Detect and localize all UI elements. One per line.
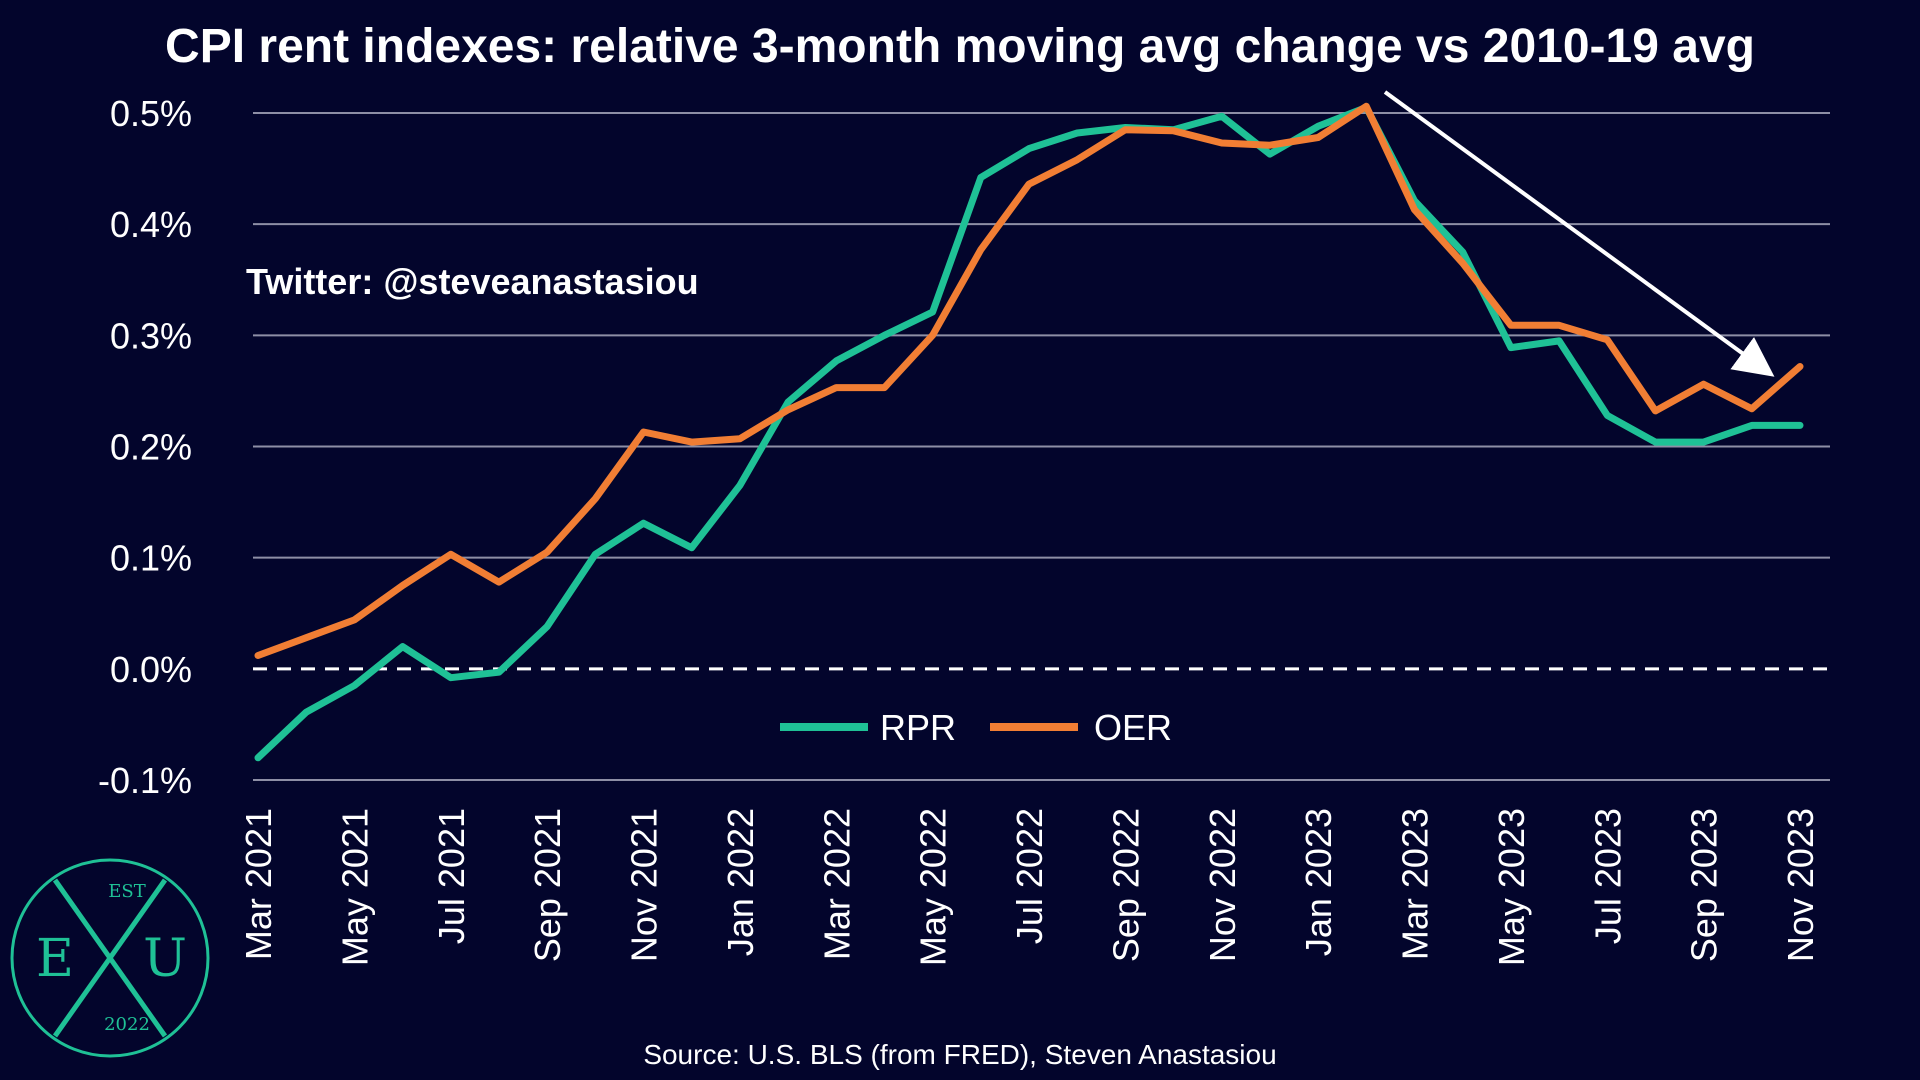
y-tick-label: 0.5% xyxy=(110,93,192,134)
x-tick-label: Jul 2021 xyxy=(431,808,472,944)
x-tick-label: Nov 2023 xyxy=(1780,808,1821,962)
x-tick-label: Nov 2021 xyxy=(624,808,665,962)
logo-letter-u: U xyxy=(143,929,187,989)
y-axis-ticks: -0.1% 0.0% 0.1% 0.2% 0.3% 0.4% 0.5% xyxy=(98,93,192,801)
series-lines xyxy=(254,102,1804,762)
x-tick-label: Nov 2022 xyxy=(1202,808,1243,962)
x-tick-label: Jul 2022 xyxy=(1009,808,1050,944)
x-tick-label: Jan 2023 xyxy=(1298,808,1339,956)
x-tick-label: Mar 2023 xyxy=(1395,808,1436,960)
series-line-rpr xyxy=(254,103,1804,762)
logo-est: EST xyxy=(108,881,145,902)
series-line-oer xyxy=(254,102,1804,659)
logo-letter-x: X xyxy=(91,929,128,989)
legend: RPR OER xyxy=(780,707,1172,748)
x-tick-label: Jan 2022 xyxy=(720,808,761,956)
x-tick-label: Sep 2022 xyxy=(1105,808,1146,962)
logo-year: 2022 xyxy=(104,1014,150,1035)
y-tick-label: 0.2% xyxy=(110,427,192,468)
source-note: Source: U.S. BLS (from FRED), Steven Ana… xyxy=(643,1039,1276,1070)
grid-lines xyxy=(253,112,1830,781)
legend-label-oer: OER xyxy=(1094,707,1172,748)
logo-letter-e: E xyxy=(36,929,74,989)
twitter-handle: Twitter: @steveanastasiou xyxy=(246,261,699,302)
x-tick-label: Sep 2021 xyxy=(527,808,568,962)
logo-circle xyxy=(10,858,210,1058)
chart-title: CPI rent indexes: relative 3-month movin… xyxy=(165,20,1755,73)
x-tick-label: Jul 2023 xyxy=(1587,808,1628,944)
x-tick-label: Sep 2023 xyxy=(1684,808,1725,962)
y-tick-label: 0.1% xyxy=(110,538,192,579)
y-tick-label: 0.3% xyxy=(110,315,192,356)
x-tick-label: May 2022 xyxy=(913,808,954,966)
legend-label-rpr: RPR xyxy=(880,707,956,748)
x-tick-label: May 2023 xyxy=(1491,808,1532,966)
logo: EST E X U 2022 xyxy=(10,858,210,1058)
x-tick-label: May 2021 xyxy=(334,808,375,966)
x-axis-ticks: Mar 2021 May 2021 Jul 2021 Sep 2021 Nov 2021… xyxy=(238,808,1821,966)
x-tick-label: Mar 2022 xyxy=(816,808,857,960)
y-tick-label: -0.1% xyxy=(98,760,192,801)
y-tick-label: 0.0% xyxy=(110,649,192,690)
y-tick-label: 0.4% xyxy=(110,204,192,245)
trend-arrow xyxy=(1383,90,1775,377)
x-tick-label: Mar 2021 xyxy=(238,808,279,960)
logo-stroke-b xyxy=(52,878,168,1038)
